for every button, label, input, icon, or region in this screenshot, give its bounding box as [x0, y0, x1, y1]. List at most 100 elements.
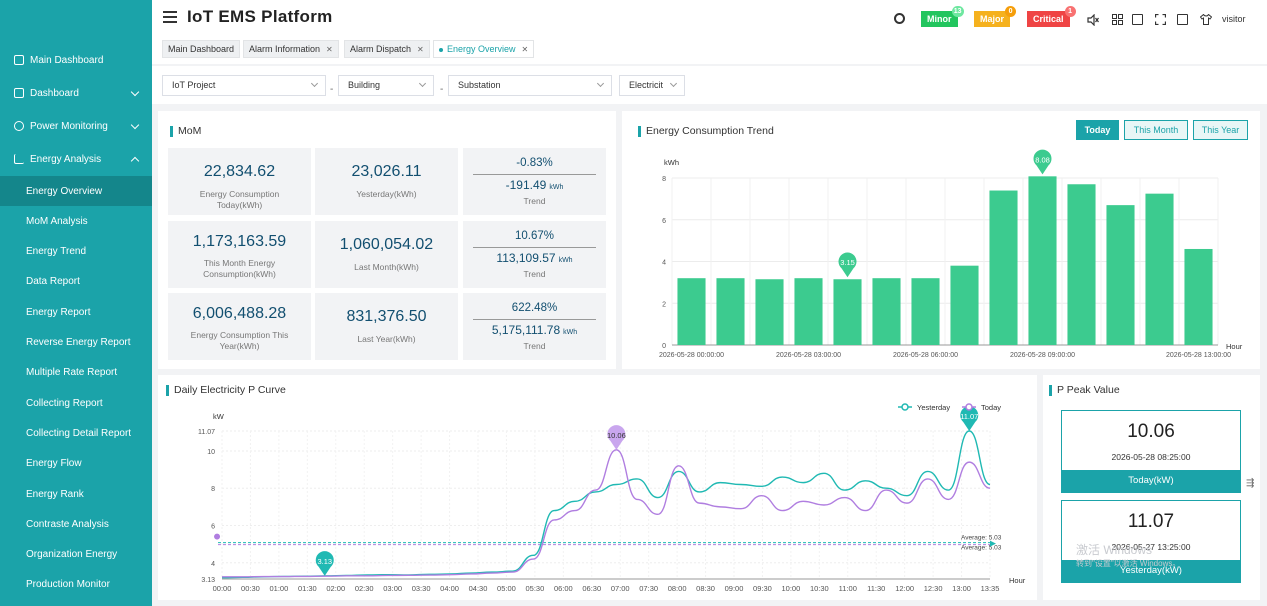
current-label: Energy Consumption Today(kWh) [199, 189, 280, 210]
sidebar-subitem-reverse-energy-report[interactable]: Reverse Energy Report [26, 337, 131, 348]
trend-label: Trend [523, 341, 546, 351]
tab-alarm-information[interactable]: Alarm Information ✕ [243, 40, 339, 58]
drag-handle-icon[interactable]: ⇶ [1246, 478, 1255, 489]
sidebar-subitem-energy-trend[interactable]: Energy Trend [26, 246, 87, 258]
major-alarm-badge[interactable]: Major 0 [974, 6, 1017, 27]
x-tick-label: 00:00 [213, 584, 232, 593]
user-name[interactable]: visitor [1222, 14, 1246, 24]
y-tick-label: 6 [662, 218, 666, 225]
project-select[interactable]: IoT Project [162, 75, 326, 96]
tab-main-dashboard[interactable]: Main Dashboard [162, 40, 241, 58]
tab-energy-overview[interactable]: Energy Overview ✕ [433, 40, 535, 58]
current-consumption-card: 1,173,163.59 This Month Energy Consumptio… [168, 221, 311, 288]
theme-shirt-icon[interactable] [1199, 13, 1213, 25]
trend-card: -0.83% -191.49 kWh Trend [463, 148, 606, 215]
x-tick-label: 10:30 [810, 584, 829, 593]
this-month-button[interactable]: This Month [1124, 120, 1188, 140]
sidebar-subitem-production-monitor[interactable]: Production Monitor [26, 579, 110, 591]
x-tick-label: 01:30 [298, 584, 317, 593]
critical-alarm-badge[interactable]: Critical 1 [1027, 6, 1076, 27]
sidebar-item-label: Main Dashboard [30, 54, 104, 66]
search-icon[interactable] [894, 13, 905, 24]
previous-value: 1,060,054.02 [339, 236, 434, 253]
average-label: Average: 5.03 [961, 545, 1002, 552]
trend-card: 622.48% 5,175,111.78 kWh Trend [463, 293, 606, 360]
sidebar-subitem-organization-energy[interactable]: Organization Energy [26, 549, 118, 561]
sidebar-subitem-collecting-report[interactable]: Collecting Report [26, 397, 103, 409]
this-year-button[interactable]: This Year [1193, 120, 1248, 140]
trend-label: Trend [523, 269, 546, 279]
bar [1106, 205, 1135, 345]
minor-count: 13 [951, 6, 964, 17]
grid-icon[interactable] [1112, 14, 1123, 25]
sidebar-subitem-energy-flow[interactable]: Energy Flow [26, 458, 82, 470]
language-icon[interactable] [1177, 14, 1188, 25]
x-tick-label: 12:00 [895, 584, 914, 593]
sidebar: Main Dashboard Dashboard Power Monitorin… [0, 0, 152, 606]
yesterday-peak-date: 2026-05-27 13:25:00 [1111, 542, 1191, 552]
fullscreen-icon[interactable] [1154, 13, 1167, 26]
gauge-icon [14, 121, 24, 131]
average-start-dot [214, 533, 221, 540]
current-label: This Month Energy Consumption(kWh) [203, 258, 276, 279]
minor-alarm-badge[interactable]: Minor 13 [921, 6, 964, 27]
sidebar-subitem-energy-report[interactable]: Energy Report [26, 306, 91, 318]
x-tick-label: 11:00 [839, 584, 857, 593]
substation-select[interactable]: Substation [448, 75, 612, 96]
x-tick-label: 2026-05-28 09:00:00 [1010, 352, 1075, 359]
sidebar-subitem-data-report[interactable]: Data Report [26, 276, 80, 288]
sidebar-subitem-energy-rank[interactable]: Energy Rank [26, 488, 84, 500]
monitor-icon [14, 55, 24, 65]
sidebar-subitem-collecting-detail-report[interactable]: Collecting Detail Report [26, 427, 132, 439]
energy-type-select[interactable]: Electricit [619, 75, 685, 96]
x-tick-label: 01:00 [269, 584, 288, 593]
x-tick-label: 08:00 [668, 584, 687, 593]
bar [1028, 176, 1057, 345]
close-icon: ✕ [417, 45, 424, 54]
today-peak-label: Today(kW) [1062, 470, 1240, 492]
x-tick-label: 08:30 [696, 584, 715, 593]
legend-dot [965, 403, 973, 411]
building-select[interactable]: Building [338, 75, 434, 96]
video-icon[interactable] [1132, 14, 1143, 25]
sidebar-item-dashboard[interactable]: Dashboard [0, 78, 152, 108]
marker-label: 3.15 [840, 258, 855, 267]
x-tick-label: 02:30 [355, 584, 374, 593]
bar [911, 278, 940, 345]
sidebar-subitem-multiple-rate-report[interactable]: Multiple Rate Report [26, 367, 118, 379]
y-tick-label: 8 [662, 176, 666, 183]
curve-marker: 11.07 [960, 406, 978, 431]
trend-diff: 113,109.57 kWh [496, 251, 573, 265]
legend-label: Today [981, 403, 1001, 412]
sidebar-item-energy-analysis[interactable]: Energy Analysis [0, 144, 152, 174]
trend-diff: 5,175,111.78 kWh [491, 323, 578, 337]
close-icon: ✕ [521, 45, 529, 54]
mute-icon[interactable] [1087, 13, 1099, 27]
x-tick-label: 09:00 [725, 584, 744, 593]
sidebar-item-power-monitoring[interactable]: Power Monitoring [0, 111, 152, 141]
bar [1184, 248, 1213, 345]
menu-toggle-icon[interactable] [163, 11, 177, 23]
sidebar-subitem-mom-analysis[interactable]: MoM Analysis [26, 215, 88, 227]
x-axis-label: Hour [1009, 576, 1026, 585]
sidebar-subitem-contraste-analysis[interactable]: Contraste Analysis [26, 518, 109, 530]
y-tick-label: 4 [662, 260, 666, 267]
bar [872, 278, 901, 345]
current-value: 1,173,163.59 [192, 233, 287, 250]
today-button[interactable]: Today [1076, 120, 1119, 140]
sidebar-item-main-dashboard[interactable]: Main Dashboard [0, 45, 152, 75]
bar [1145, 193, 1174, 345]
y-axis-label: kWh [664, 158, 679, 167]
x-tick-label: 2026-05-28 06:00:00 [893, 352, 958, 359]
x-tick-label: 11:30 [867, 584, 885, 593]
sidebar-subitem-energy-overview[interactable]: Energy Overview [0, 176, 152, 206]
marker-pin [607, 425, 626, 450]
chevron-down-icon [310, 79, 319, 88]
yesterday-peak-value: 11.07 [1127, 511, 1175, 532]
trend-title: Energy Consumption Trend [638, 125, 774, 137]
marker-label: 8.08 [1035, 155, 1050, 164]
tab-alarm-dispatch[interactable]: Alarm Dispatch ✕ [344, 40, 430, 58]
trend-percent: -0.83% [516, 157, 553, 169]
mom-panel: MoM 22,834.62 Energy Consumption Today(kW… [158, 111, 616, 369]
average-arrow [990, 540, 996, 547]
